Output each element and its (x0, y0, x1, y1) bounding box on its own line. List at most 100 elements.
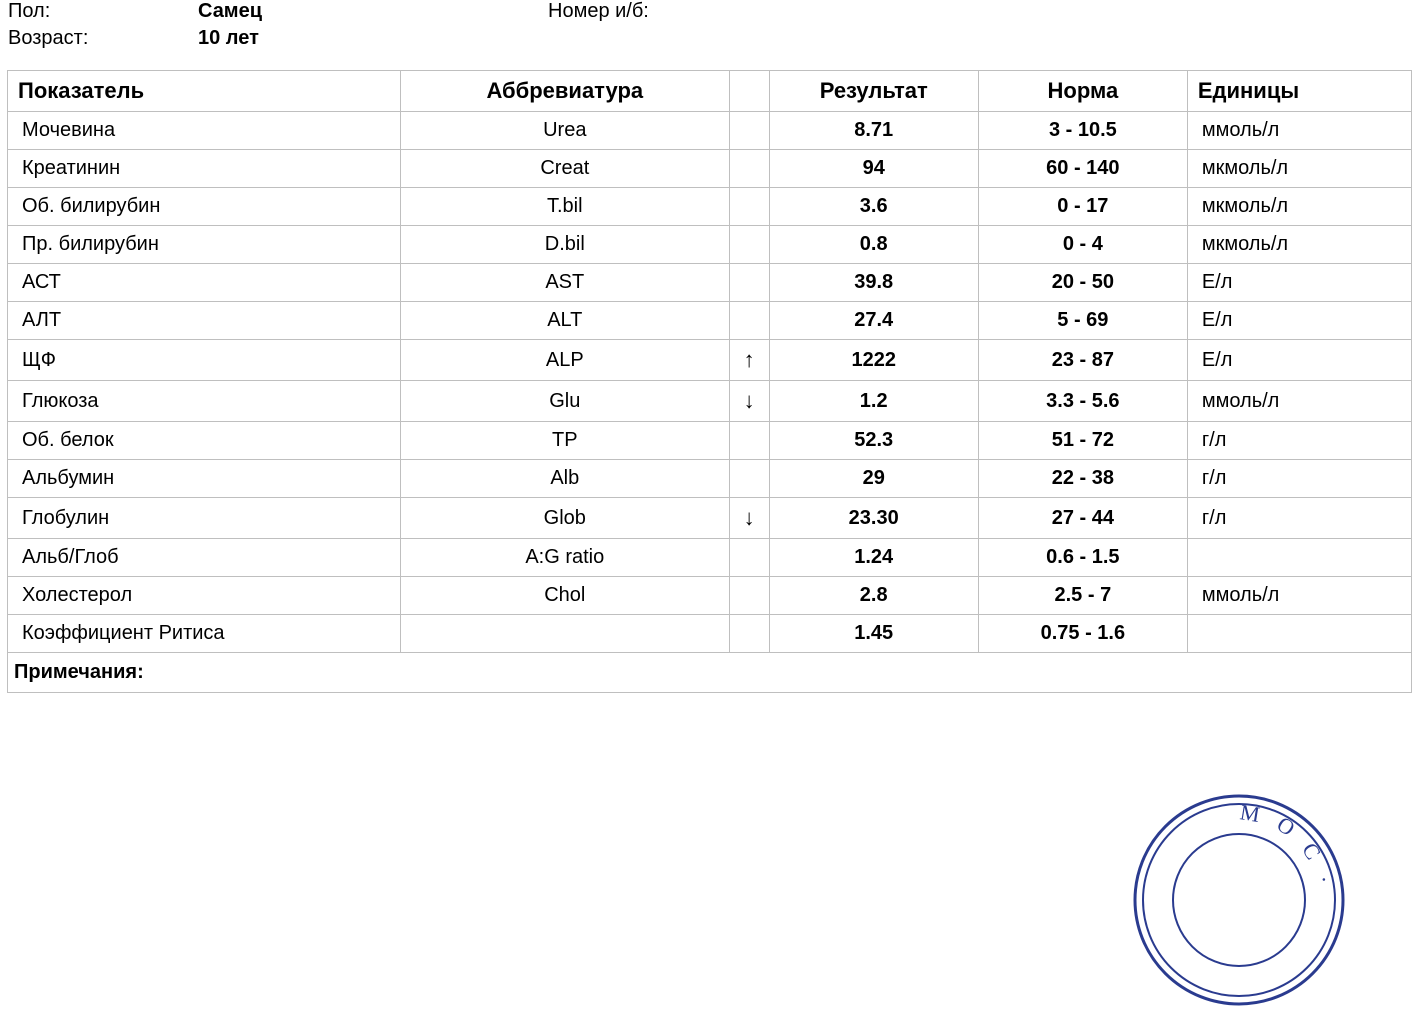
cell-flag (729, 577, 769, 615)
cell-indicator: Холестерол (8, 577, 401, 615)
cell-abbrev: Glob (400, 498, 729, 539)
cell-units: мкмоль/л (1187, 188, 1411, 226)
cell-units: г/л (1187, 498, 1411, 539)
cell-units: г/л (1187, 422, 1411, 460)
cell-norm: 51 - 72 (978, 422, 1187, 460)
header-right-block: Номер и/б: (548, 0, 738, 50)
cell-abbrev: Alb (400, 460, 729, 498)
table-row: ЩФALP↑122223 - 87Е/л (8, 340, 1412, 381)
cell-abbrev: A:G ratio (400, 539, 729, 577)
cell-result: 8.71 (769, 112, 978, 150)
cell-result: 27.4 (769, 302, 978, 340)
cell-norm: 0 - 17 (978, 188, 1187, 226)
cell-abbrev: AST (400, 264, 729, 302)
cell-units: Е/л (1187, 340, 1411, 381)
cell-norm: 22 - 38 (978, 460, 1187, 498)
cell-flag (729, 422, 769, 460)
cell-norm: 3.3 - 5.6 (978, 381, 1187, 422)
table-body: МочевинаUrea8.713 - 10.5ммоль/лКреатинин… (8, 112, 1412, 653)
table-header-row: Показатель Аббревиатура Результат Норма … (8, 71, 1412, 112)
cell-indicator: АСТ (8, 264, 401, 302)
cell-indicator: Альб/Глоб (8, 539, 401, 577)
cell-result: 23.30 (769, 498, 978, 539)
cell-flag (729, 302, 769, 340)
cell-indicator: Пр. билирубин (8, 226, 401, 264)
cell-flag: ↑ (729, 340, 769, 381)
cell-indicator: Об. билирубин (8, 188, 401, 226)
cell-flag (729, 150, 769, 188)
notes-row: Примечания: (8, 653, 1412, 693)
cell-norm: 2.5 - 7 (978, 577, 1187, 615)
cell-result: 52.3 (769, 422, 978, 460)
cell-flag (729, 226, 769, 264)
cell-abbrev: ALP (400, 340, 729, 381)
th-indicator: Показатель (8, 71, 401, 112)
table-row: Коэффициент Ритиса 1.450.75 - 1.6 (8, 615, 1412, 653)
sex-row: Пол: Самец (8, 0, 548, 23)
cell-result: 0.8 (769, 226, 978, 264)
cell-abbrev: Urea (400, 112, 729, 150)
cell-flag (729, 460, 769, 498)
cell-norm: 23 - 87 (978, 340, 1187, 381)
cell-norm: 0.6 - 1.5 (978, 539, 1187, 577)
th-norm: Норма (978, 71, 1187, 112)
cell-abbrev: D.bil (400, 226, 729, 264)
cell-units: мкмоль/л (1187, 226, 1411, 264)
table-row: Альб/ГлобA:G ratio 1.240.6 - 1.5 (8, 539, 1412, 577)
cell-units: Е/л (1187, 264, 1411, 302)
cell-flag (729, 264, 769, 302)
cell-indicator: ЩФ (8, 340, 401, 381)
cell-units: г/л (1187, 460, 1411, 498)
table-row: АльбуминAlb 2922 - 38г/л (8, 460, 1412, 498)
cell-indicator: Альбумин (8, 460, 401, 498)
table-row: Об. белокTP52.351 - 72г/л (8, 422, 1412, 460)
cell-result: 39.8 (769, 264, 978, 302)
cell-indicator: АЛТ (8, 302, 401, 340)
cell-norm: 20 - 50 (978, 264, 1187, 302)
table-row: ГлобулинGlob↓23.3027 - 44г/л (8, 498, 1412, 539)
cell-result: 3.6 (769, 188, 978, 226)
cell-result: 2.8 (769, 577, 978, 615)
cell-result: 1.45 (769, 615, 978, 653)
cell-flag: ↓ (729, 498, 769, 539)
cell-norm: 60 - 140 (978, 150, 1187, 188)
cell-abbrev: T.bil (400, 188, 729, 226)
th-flag (729, 71, 769, 112)
age-row: Возраст: 10 лет (8, 27, 548, 50)
cell-result: 94 (769, 150, 978, 188)
cell-flag: ↓ (729, 381, 769, 422)
cell-units: ммоль/л (1187, 112, 1411, 150)
cell-flag (729, 539, 769, 577)
th-units: Единицы (1187, 71, 1411, 112)
table-row: ХолестеролChol2.82.5 - 7ммоль/л (8, 577, 1412, 615)
sex-label: Пол: (8, 0, 198, 23)
table-row: АСТAST 39.820 - 50Е/л (8, 264, 1412, 302)
sex-value: Самец (198, 0, 262, 23)
table-row: АЛТALT27.45 - 69Е/л (8, 302, 1412, 340)
cell-units: ммоль/л (1187, 381, 1411, 422)
cell-abbrev: ALT (400, 302, 729, 340)
cell-flag (729, 188, 769, 226)
age-value: 10 лет (198, 27, 259, 50)
cell-result: 29 (769, 460, 978, 498)
case-label: Номер и/б: (548, 0, 738, 23)
cell-indicator: Коэффициент Ритиса (8, 615, 401, 653)
cell-indicator: Креатинин (8, 150, 401, 188)
stamp-icon: М О С · В Е (1129, 790, 1349, 1010)
cell-result: 1222 (769, 340, 978, 381)
cell-units: Е/л (1187, 302, 1411, 340)
notes-label: Примечания: (8, 653, 1412, 693)
th-abbrev: Аббревиатура (400, 71, 729, 112)
cell-result: 1.24 (769, 539, 978, 577)
cell-abbrev (400, 615, 729, 653)
table-row: Пр. билирубинD.bil0.80 - 4мкмоль/л (8, 226, 1412, 264)
table-row: Об. билирубинT.bil 3.60 - 17мкмоль/л (8, 188, 1412, 226)
cell-abbrev: Glu (400, 381, 729, 422)
cell-flag (729, 112, 769, 150)
svg-text:М О С · В Е: М О С · В Е (1129, 790, 1339, 902)
case-row: Номер и/б: (548, 0, 738, 23)
th-result: Результат (769, 71, 978, 112)
cell-norm: 3 - 10.5 (978, 112, 1187, 150)
cell-units: мкмоль/л (1187, 150, 1411, 188)
cell-norm: 0.75 - 1.6 (978, 615, 1187, 653)
